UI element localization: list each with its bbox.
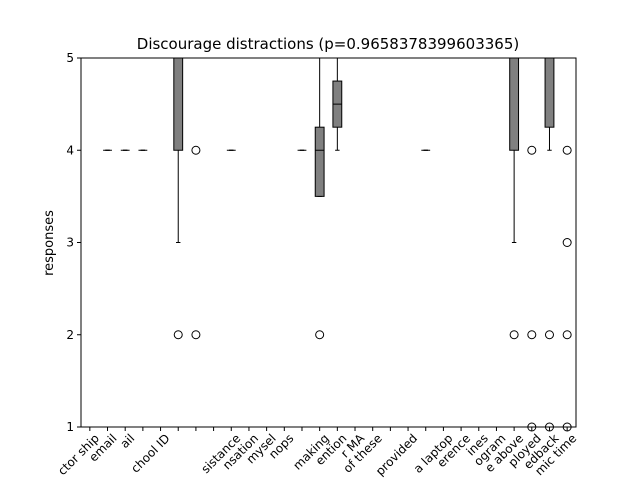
outlier	[191, 330, 201, 340]
x-tick-label: chool ID	[128, 431, 172, 475]
box	[314, 126, 325, 197]
y-axis-label: responses	[42, 210, 57, 276]
outlier	[509, 330, 519, 340]
plot-frame	[80, 57, 577, 428]
outlier	[191, 145, 201, 155]
outlier	[562, 238, 572, 247]
x-tick-label: ail	[117, 431, 137, 451]
outlier	[173, 330, 183, 340]
y-tick-label: 3	[66, 236, 74, 250]
outlier	[562, 330, 572, 340]
outlier	[562, 145, 572, 155]
box	[173, 57, 184, 151]
outlier	[315, 330, 325, 340]
y-tick-label: 2	[66, 328, 74, 342]
outlier	[527, 145, 537, 155]
y-tick-label: 5	[66, 51, 74, 65]
box	[509, 57, 520, 151]
outlier	[544, 330, 554, 340]
outlier	[527, 330, 537, 340]
box	[544, 57, 555, 128]
y-tick-label: 1	[66, 420, 74, 434]
y-tick-label: 4	[66, 143, 74, 157]
chart-title: Discourage distractions (p=0.96583783996…	[137, 35, 519, 53]
